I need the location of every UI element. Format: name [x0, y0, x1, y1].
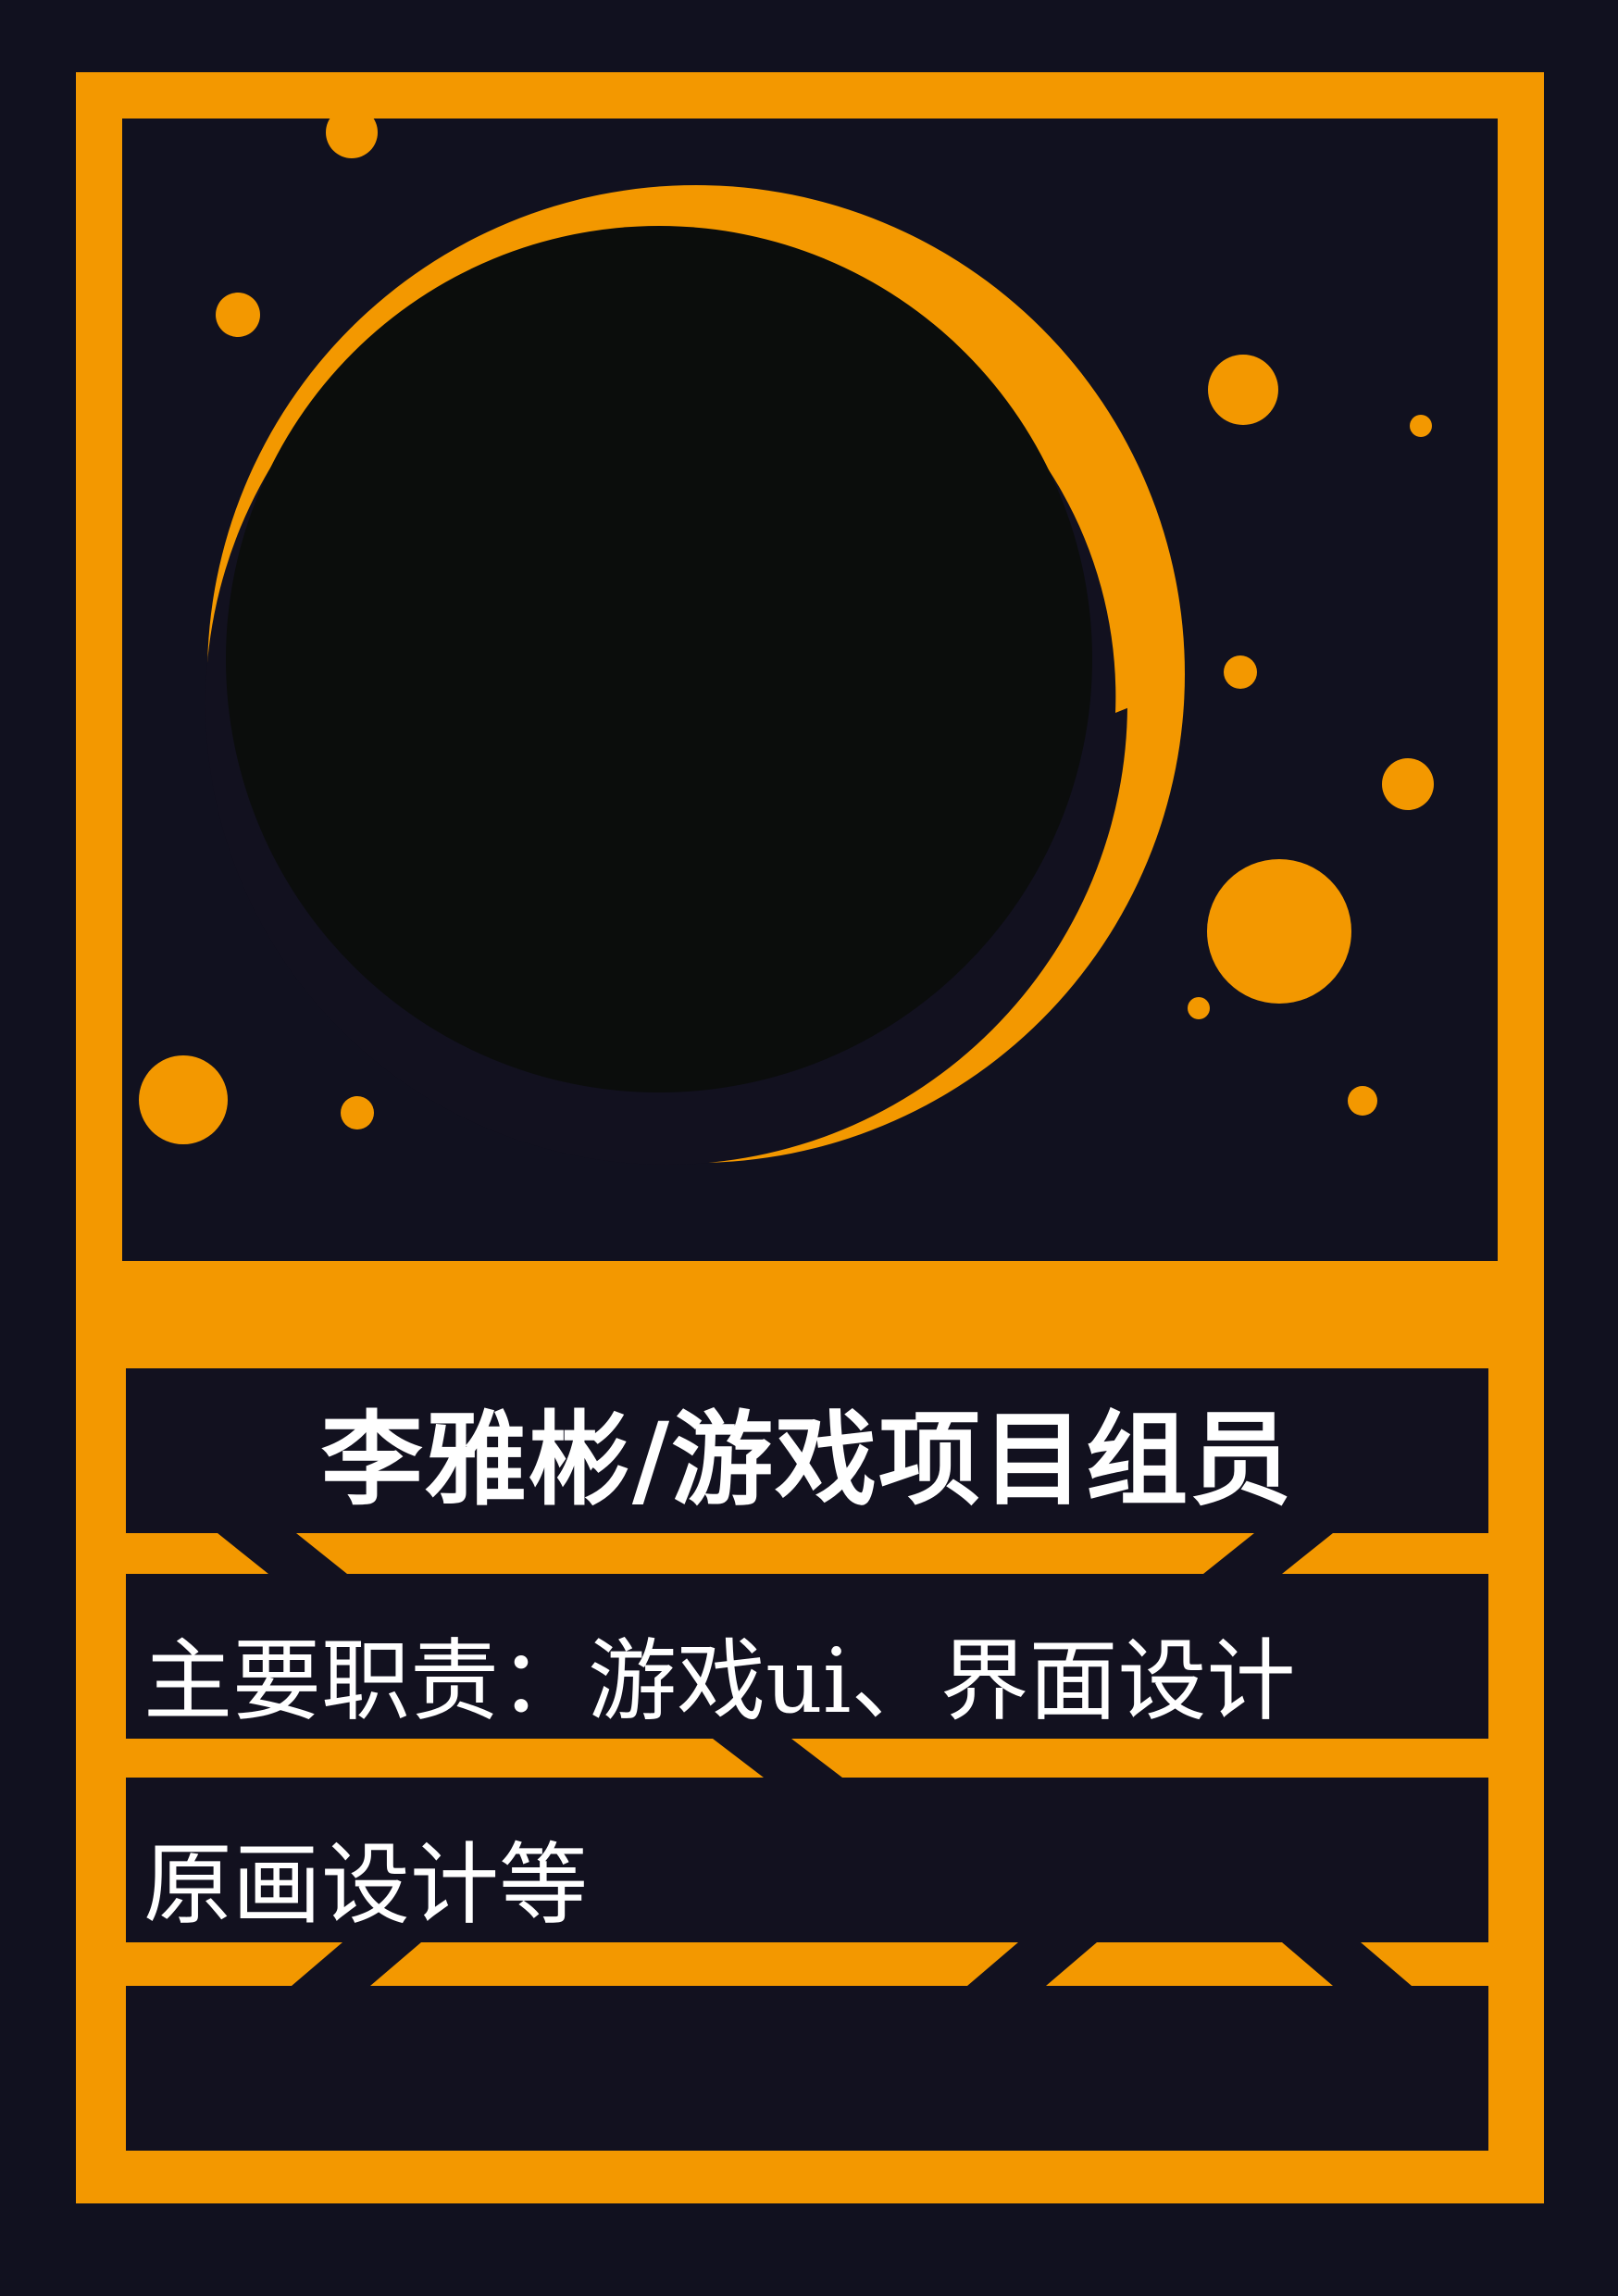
dot [341, 1096, 374, 1129]
card-title: 李雅彬/游戏项目组员 [320, 1401, 1294, 1519]
dot [216, 293, 260, 337]
empty-panel [126, 1986, 1488, 2151]
stripe [713, 1739, 842, 1778]
eclipse-artwork [139, 106, 1434, 1165]
dot [1188, 997, 1210, 1019]
portrait-disc [226, 226, 1092, 1092]
duty-line-1: 主要职责：游戏ui、界面设计 [143, 1629, 1296, 1733]
dot [1224, 655, 1257, 689]
dot [1410, 415, 1432, 437]
stripe [1203, 1533, 1333, 1574]
stripe [218, 1533, 347, 1574]
eclipse-inner-arc [546, 253, 1139, 713]
dot [139, 1055, 228, 1144]
dot [1348, 1086, 1377, 1116]
dot [326, 106, 378, 158]
dot [1208, 355, 1278, 425]
title-panel [126, 1368, 1488, 1533]
dot [1207, 859, 1351, 1004]
duty-line-2: 原画设计等 [143, 1833, 588, 1937]
dot [1382, 758, 1434, 810]
stripe [967, 1942, 1097, 1986]
duty-panel-1 [126, 1574, 1488, 1739]
stripe [292, 1942, 421, 1986]
stripe [1282, 1942, 1412, 1986]
duty-panel-2 [126, 1778, 1488, 1942]
